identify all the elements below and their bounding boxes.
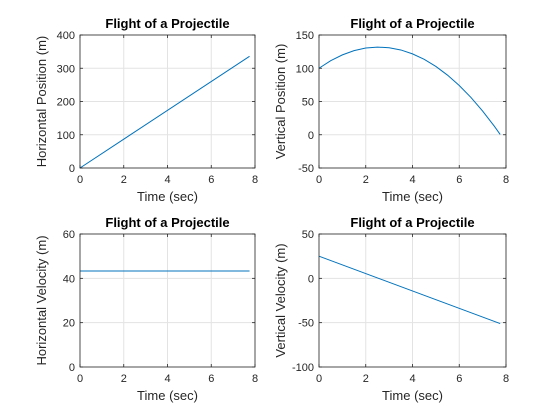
chart-title: Flight of a Projectile: [105, 16, 229, 31]
y-tick-label: 40: [63, 273, 75, 285]
x-tick-label: 4: [409, 174, 415, 186]
y-tick-label: 200: [57, 97, 75, 109]
y-tick-label: 0: [308, 130, 314, 142]
x-tick-label: 6: [208, 174, 214, 186]
x-tick-label: 8: [503, 373, 509, 385]
x-tick-label: 6: [456, 174, 462, 186]
x-tick-label: 8: [252, 373, 258, 385]
x-axis-label: Time (sec): [137, 388, 198, 403]
x-axis-label: Time (sec): [137, 189, 198, 204]
y-tick-label: -50: [298, 163, 314, 175]
subplot-1: 0 2 4 6 8 0 100 200 300 400 Flight of a Projectile…: [34, 16, 258, 204]
y-axis-label: Horizontal Velocity (m): [34, 235, 49, 365]
y-axis-label: Horizontal Position (m): [34, 36, 49, 168]
x-axis-label: Time (sec): [382, 189, 443, 204]
y-tick-label: 50: [302, 97, 314, 109]
chart-title: Flight of a Projectile: [105, 215, 229, 230]
subplot-3: 0 2 4 6 8 0 20 40 60 Flight of a Projectile Time (…: [34, 215, 258, 403]
y-tick-label: 0: [69, 163, 75, 175]
y-tick-label: -50: [298, 318, 314, 330]
y-tick-label: -100: [292, 362, 314, 374]
x-tick-label: 0: [77, 174, 83, 186]
x-tick-label: 2: [121, 373, 127, 385]
x-tick-label: 0: [77, 373, 83, 385]
subplot-4: 0 2 4 6 8 -100 -50 0 50 Flight of a Projectile Tim…: [273, 215, 509, 403]
x-tick-label: 4: [164, 174, 170, 186]
x-tick-label: 0: [316, 373, 322, 385]
x-tick-label: 6: [208, 373, 214, 385]
x-tick-label: 2: [363, 174, 369, 186]
x-tick-label: 6: [456, 373, 462, 385]
y-tick-label: 100: [296, 63, 314, 75]
chart-title: Flight of a Projectile: [350, 16, 474, 31]
y-tick-label: 100: [57, 130, 75, 142]
y-tick-label: 0: [308, 273, 314, 285]
x-axis-label: Time (sec): [382, 388, 443, 403]
x-tick-label: 0: [316, 174, 322, 186]
x-tick-label: 2: [363, 373, 369, 385]
x-tick-label: 8: [503, 174, 509, 186]
chart-title: Flight of a Projectile: [350, 215, 474, 230]
x-tick-label: 4: [409, 373, 415, 385]
y-tick-label: 20: [63, 318, 75, 330]
x-tick-label: 4: [164, 373, 170, 385]
x-tick-label: 2: [121, 174, 127, 186]
y-tick-label: 400: [57, 30, 75, 42]
x-tick-label: 8: [252, 174, 258, 186]
y-tick-label: 0: [69, 362, 75, 374]
y-tick-label: 300: [57, 63, 75, 75]
y-axis-label: Vertical Velocity (m): [273, 243, 288, 357]
y-tick-label: 60: [63, 229, 75, 241]
y-tick-label: 150: [296, 30, 314, 42]
y-axis-label: Vertical Position (m): [273, 44, 288, 160]
y-tick-label: 50: [302, 229, 314, 241]
